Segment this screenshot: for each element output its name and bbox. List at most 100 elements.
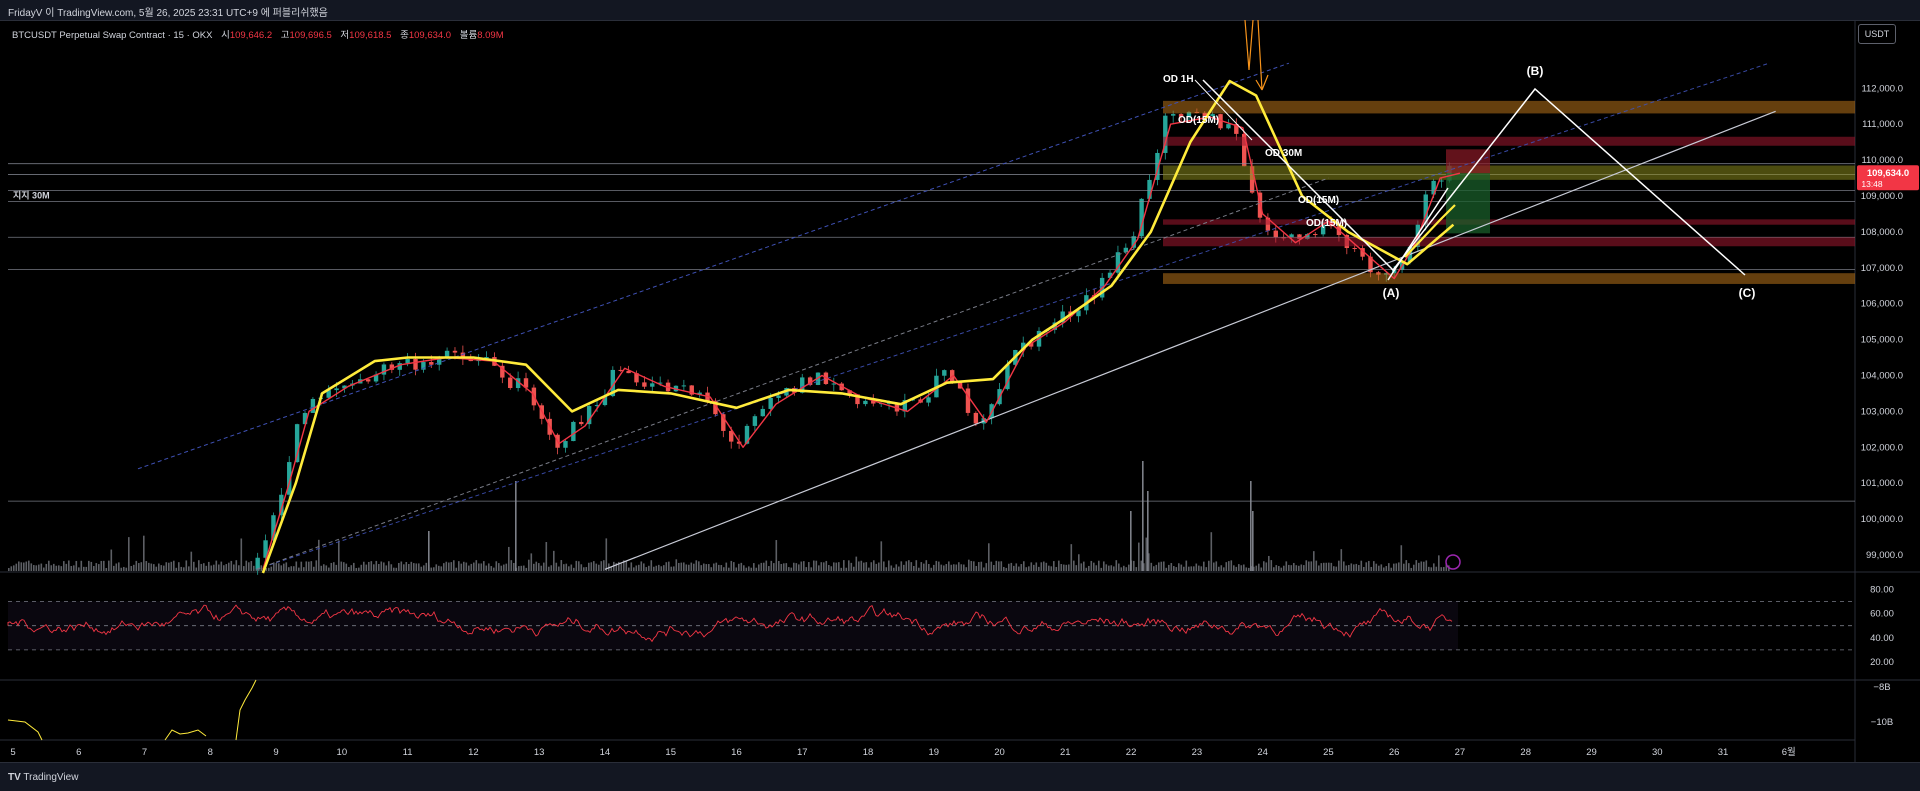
- volume-bar: [188, 566, 190, 571]
- zone-orange[interactable]: [1163, 273, 1855, 284]
- candle-body: [760, 408, 765, 417]
- candle-body: [508, 377, 513, 389]
- od-15m-label: OD(15M): [1298, 195, 1339, 206]
- volume-bar: [1043, 561, 1045, 571]
- moving-average-red[interactable]: [262, 116, 1461, 570]
- volume-bar: [578, 561, 580, 571]
- rsi-line[interactable]: [7, 604, 1453, 643]
- volume-bar: [250, 561, 253, 571]
- volume-bar: [1083, 561, 1085, 571]
- wave-abc-line[interactable]: [1202, 79, 1746, 276]
- channel-lower-line[interactable]: [256, 62, 1770, 570]
- volume-bar: [1313, 551, 1315, 571]
- volume-bar: [758, 564, 760, 571]
- volume-bar: [213, 564, 215, 571]
- volume-bar: [1173, 566, 1175, 571]
- zone-red[interactable]: [1163, 219, 1855, 225]
- volume-bar: [1023, 561, 1025, 571]
- currency-button[interactable]: USDT: [1858, 24, 1896, 44]
- volume-bar: [693, 563, 695, 571]
- zone-yellow[interactable]: [1163, 165, 1855, 180]
- volume-bar: [708, 564, 710, 571]
- position-target-box[interactable]: [1446, 173, 1490, 234]
- time-tick-label: 24: [1257, 747, 1268, 758]
- wave-rise-line[interactable]: [1387, 187, 1449, 281]
- volume-bar: [653, 566, 655, 571]
- volume-bar: [460, 563, 463, 571]
- volume-bar: [438, 565, 440, 571]
- lower-pane-line[interactable]: [235, 679, 257, 741]
- volume-bar: [283, 563, 285, 571]
- volume-bar: [1405, 560, 1408, 571]
- volume-bar: [260, 565, 263, 571]
- candle-body: [571, 421, 576, 442]
- time-tick-label: 6월: [1782, 746, 1796, 758]
- time-tick-label: 17: [797, 747, 808, 758]
- volume-bar: [1053, 561, 1055, 571]
- lower-pane-line[interactable]: [164, 729, 207, 741]
- zone-red[interactable]: [1163, 237, 1855, 247]
- volume-bar: [548, 566, 550, 571]
- price-tick-label: 108,000.0: [1861, 227, 1903, 238]
- volume-bar: [1443, 567, 1445, 571]
- volume-bar: [655, 565, 658, 571]
- orange-arrow-annotation[interactable]: [1244, 19, 1269, 91]
- volume-bar: [325, 565, 328, 571]
- volume-bar: [318, 539, 320, 571]
- volume-bar: [355, 567, 358, 571]
- volume-bar: [858, 561, 860, 571]
- volume-bar: [1350, 563, 1353, 571]
- volume-bar: [1423, 561, 1425, 571]
- volume-bar: [405, 561, 408, 571]
- trendline-support[interactable]: [604, 110, 1776, 570]
- moving-average-yellow[interactable]: [261, 79, 1455, 574]
- position-stop-box[interactable]: [1446, 149, 1490, 174]
- channel-upper-line[interactable]: [137, 62, 1290, 470]
- symbol-name[interactable]: BTCUSDT Perpetual Swap Contract · 15 · O…: [12, 30, 213, 41]
- volume-bar: [1328, 562, 1330, 571]
- volume-bar: [805, 567, 808, 571]
- current-price-tag[interactable]: [1857, 165, 1919, 191]
- replay-icon[interactable]: [1445, 554, 1461, 570]
- volume-bar: [430, 567, 433, 571]
- volume-bar: [435, 564, 438, 571]
- zone-orange[interactable]: [1163, 100, 1855, 114]
- volume-bar: [575, 560, 578, 571]
- volume-bar: [335, 564, 338, 571]
- volume-bar: [710, 567, 713, 571]
- volume-bar: [675, 559, 678, 571]
- time-tick-label: 21: [1060, 747, 1071, 758]
- candle-body: [1115, 252, 1121, 273]
- volume-bar: [1160, 561, 1163, 571]
- candle-body: [1131, 236, 1136, 248]
- volume-bar: [983, 567, 985, 571]
- zone-red[interactable]: [1163, 136, 1855, 146]
- volume-bar: [90, 561, 93, 571]
- volume-bar: [353, 562, 355, 571]
- volume-bar: [720, 565, 723, 571]
- volume-bar: [420, 566, 423, 571]
- volume-bar: [628, 567, 630, 571]
- candle-body: [744, 425, 750, 444]
- volume-bar: [1018, 566, 1020, 571]
- lower-pane-line[interactable]: [7, 719, 43, 741]
- volume-bar: [680, 562, 683, 571]
- volume-bar: [1193, 566, 1195, 571]
- candle-body: [807, 377, 813, 385]
- od-connector-line[interactable]: [1194, 79, 1253, 141]
- projection-arrow-yellow[interactable]: [1404, 204, 1456, 258]
- volume-bar: [75, 560, 78, 571]
- open-label: 시: [221, 30, 230, 41]
- volume-bar: [288, 567, 290, 571]
- volume-bar: [1180, 564, 1183, 571]
- volume-bar: [933, 564, 935, 571]
- volume-bar: [1263, 561, 1265, 571]
- candle-body: [1147, 179, 1152, 199]
- channel-mid-line[interactable]: [256, 177, 1329, 570]
- candle-body: [697, 392, 702, 395]
- volume-bar: [740, 562, 743, 571]
- volume-bar: [590, 562, 593, 571]
- volume-bar: [373, 564, 375, 571]
- volume-bar: [493, 567, 495, 571]
